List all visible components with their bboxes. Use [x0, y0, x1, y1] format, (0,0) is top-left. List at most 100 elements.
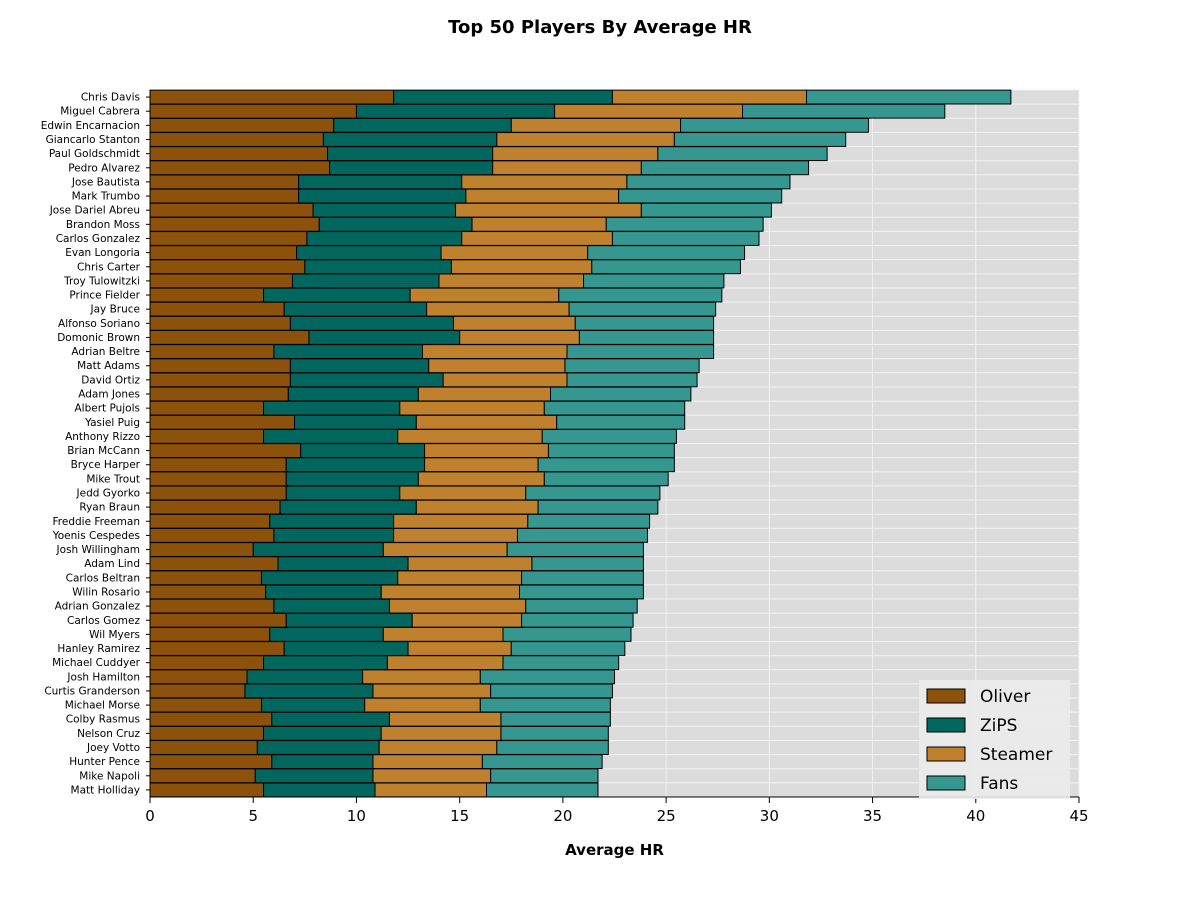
bar-zips-paul-goldschmidt [327, 146, 494, 162]
bar-oliver-adrian-beltre [149, 344, 275, 360]
x-tick-label: 10 [347, 807, 366, 825]
y-tick-label: Brian McCann [67, 445, 140, 457]
bar-zips-nelson-cruz [263, 725, 382, 741]
bar-zips-freddie-freeman [269, 513, 395, 529]
y-tick-label: Giancarlo Stanton [46, 134, 140, 146]
bar-steamer-domonic-brown [459, 330, 580, 345]
bar-zips-wil-myers [269, 626, 384, 642]
bar-zips-colby-rasmus [271, 711, 390, 727]
bar-fans-prince-fielder [558, 287, 723, 303]
bar-oliver-chris-davis [149, 89, 395, 105]
bar-fans-giancarlo-stanton [673, 132, 847, 147]
bar-steamer-bryce-harper [424, 457, 539, 473]
y-tick-label: Wil Myers [89, 629, 140, 641]
bar-oliver-evan-longoria [149, 245, 298, 261]
bar-steamer-wil-myers [382, 626, 504, 642]
y-tick-label: Colby Rasmus [66, 714, 140, 726]
x-tick-label: 25 [657, 807, 676, 825]
bar-oliver-adrian-gonzalez [149, 598, 275, 614]
bar-steamer-brandon-moss [471, 216, 607, 232]
bar-oliver-nelson-cruz [149, 725, 265, 741]
y-tick-label: Adrian Gonzalez [55, 601, 141, 613]
bar-zips-bryce-harper [285, 457, 426, 473]
bar-fans-chris-carter [591, 259, 741, 275]
bar-oliver-jedd-gyorko [149, 485, 287, 501]
plot-area: Chris Davis Miguel Cabrera Edwin Encarnaci… [41, 89, 1089, 825]
bar-zips-edwin-encarnacion [333, 117, 512, 133]
bar-fans-albert-pujols [543, 400, 686, 416]
bar-zips-adrian-gonzalez [273, 598, 390, 614]
bar-fans-adam-lind [531, 556, 644, 572]
y-tick-label: Anthony Rizzo [65, 431, 140, 443]
bar-steamer-carlos-gonzalez [461, 231, 613, 246]
bar-fans-miguel-cabrera [741, 103, 946, 119]
bar-zips-carlos-gomez [285, 612, 413, 628]
bar-fans-pedro-alvarez [640, 160, 810, 176]
bar-fans-wilin-rosario [519, 584, 644, 600]
bar-oliver-carlos-gonzalez [149, 231, 308, 246]
bar-fans-anthony-rizzo [541, 429, 677, 444]
bar-zips-brian-mccann [300, 443, 426, 458]
bar-fans-michael-cuddyer [502, 655, 620, 671]
y-tick-label: Yasiel Puig [84, 417, 140, 429]
y-tick-label: Bryce Harper [71, 459, 141, 471]
y-tick-label: Jose Dariel Abreu [49, 205, 140, 217]
bar-fans-nelson-cruz [500, 725, 609, 741]
bar-oliver-bryce-harper [149, 457, 287, 473]
bar-steamer-carlos-beltran [397, 570, 523, 586]
bar-oliver-hunter-pence [149, 754, 273, 770]
bar-zips-hunter-pence [271, 754, 374, 770]
y-tick-label: Michael Morse [65, 700, 140, 712]
bar-zips-matt-adams [289, 358, 430, 374]
legend-label-fans: Fans [980, 774, 1018, 794]
bar-fans-chris-davis [805, 89, 1012, 105]
bar-oliver-giancarlo-stanton [149, 132, 324, 147]
bar-zips-mike-napoli [254, 768, 374, 784]
bar-zips-matt-holliday [263, 782, 376, 798]
bar-steamer-miguel-cabrera [554, 103, 743, 119]
bar-fans-joey-votto [496, 740, 609, 755]
bar-steamer-matt-adams [428, 358, 566, 374]
y-tick-label: Adam Jones [78, 389, 140, 401]
bar-zips-jose-bautista [298, 174, 463, 190]
bar-steamer-troy-tulowitzki [438, 273, 585, 289]
x-axis-label: Average HR [565, 841, 664, 859]
bar-fans-wil-myers [502, 626, 632, 642]
bar-steamer-wilin-rosario [380, 584, 521, 600]
y-tick-label: Edwin Encarnacion [41, 120, 140, 132]
y-tick-label: Paul Goldschmidt [49, 148, 140, 160]
bar-fans-curtis-granderson [490, 683, 613, 699]
y-tick-label: Carlos Beltran [66, 572, 140, 584]
bar-oliver-anthony-rizzo [149, 429, 265, 444]
bar-zips-chris-carter [304, 259, 452, 275]
bar-oliver-brian-mccann [149, 443, 302, 458]
bar-steamer-joey-votto [378, 740, 498, 755]
bar-steamer-adrian-beltre [422, 344, 568, 360]
y-tick-label: Ryan Braun [79, 502, 140, 514]
bar-zips-jedd-gyorko [285, 485, 401, 501]
bar-oliver-paul-goldschmidt [149, 146, 329, 162]
bar-zips-josh-hamilton [246, 669, 364, 685]
bar-oliver-adam-lind [149, 556, 279, 572]
y-tick-label: Mark Trumbo [72, 191, 140, 203]
bar-oliver-curtis-granderson [149, 683, 246, 699]
bar-fans-mark-trumbo [618, 188, 783, 204]
bar-steamer-michael-morse [364, 697, 481, 713]
bar-steamer-brian-mccann [424, 443, 549, 458]
bar-steamer-mark-trumbo [465, 188, 620, 204]
bar-steamer-alfonso-soriano [452, 315, 576, 331]
bar-steamer-prince-fielder [409, 287, 560, 303]
bar-oliver-prince-fielder [149, 287, 265, 303]
bar-zips-miguel-cabrera [355, 103, 556, 119]
bar-steamer-adam-lind [407, 556, 533, 572]
bar-zips-giancarlo-stanton [322, 132, 498, 147]
bar-zips-yoenis-cespedes [273, 527, 395, 543]
bar-fans-colby-rasmus [500, 711, 611, 727]
bar-zips-troy-tulowitzki [291, 273, 440, 289]
y-tick-label: Alfonso Soriano [58, 318, 140, 330]
y-tick-label: Josh Willingham [56, 544, 140, 556]
bar-fans-mike-trout [543, 471, 669, 487]
x-tick-label: 20 [553, 807, 572, 825]
bar-oliver-joey-votto [149, 740, 258, 755]
bar-oliver-colby-rasmus [149, 711, 273, 727]
